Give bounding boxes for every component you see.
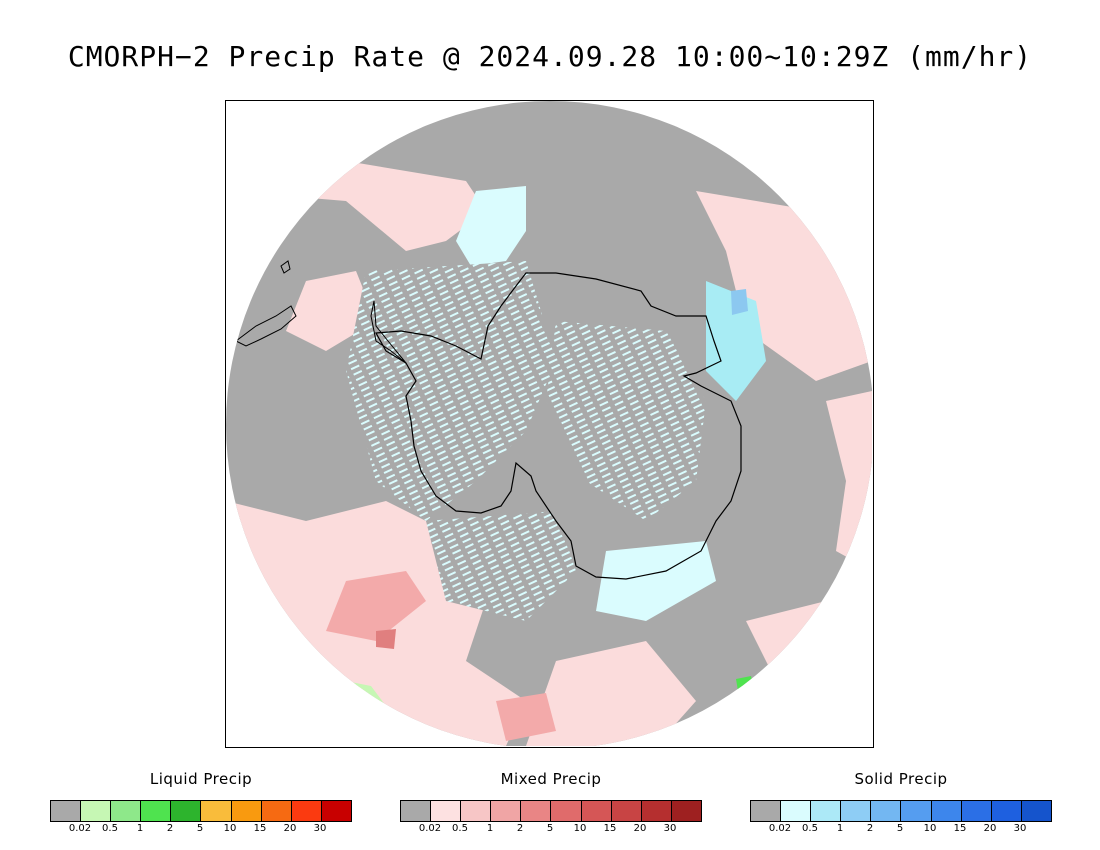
antarctica-coastline — [375, 272, 742, 580]
south-america-coastline — [235, 305, 297, 347]
legend-tick-label: 5 — [196, 823, 204, 834]
precip-map — [226, 101, 872, 746]
legend-solid: Solid Precip 0.02 0.5 1 2 5 10 15 20 30 — [750, 770, 1052, 837]
legend-swatch — [201, 801, 232, 821]
legend-swatch — [431, 801, 462, 821]
legend-swatch — [141, 801, 172, 821]
legend-swatch — [811, 801, 842, 821]
legend-swatch — [291, 801, 322, 821]
legend-tick-label: 20 — [633, 823, 647, 834]
legend-tick-label: 1 — [486, 823, 494, 834]
legend-swatch — [171, 801, 202, 821]
legend-swatch — [491, 801, 522, 821]
legend-swatch — [551, 801, 582, 821]
solid-precip-region — [706, 281, 766, 401]
legend-tick-label: 30 — [313, 823, 327, 834]
legend-tick-label: 2 — [866, 823, 874, 834]
legend-swatch — [961, 801, 992, 821]
legend-tick-label: 10 — [573, 823, 587, 834]
legend-swatch — [671, 801, 701, 821]
legend-tick-label: 0.5 — [452, 823, 468, 834]
legend-swatch — [641, 801, 672, 821]
map-panel — [225, 100, 874, 748]
legend-swatch — [901, 801, 932, 821]
legend-tick-label: 2 — [166, 823, 174, 834]
legend-tick-label: 10 — [223, 823, 237, 834]
legend-tick-label: 5 — [546, 823, 554, 834]
legend-tick-label: 10 — [923, 823, 937, 834]
legend-swatch — [461, 801, 492, 821]
legend-swatch — [581, 801, 612, 821]
legend-swatch — [751, 801, 782, 821]
legend-swatch — [611, 801, 642, 821]
solid-precip-region — [426, 511, 576, 621]
legend-swatch — [781, 801, 812, 821]
legend-color-bar — [750, 800, 1052, 822]
legend-tick-label: 0.5 — [102, 823, 118, 834]
legend-swatch — [51, 801, 82, 821]
legend-swatch — [231, 801, 262, 821]
legend-swatch — [521, 801, 552, 821]
legend-liquid: Liquid Precip 0.02 0.5 1 2 5 10 15 20 30 — [50, 770, 352, 837]
legend-title: Liquid Precip — [149, 770, 253, 788]
legend-swatch — [931, 801, 962, 821]
legend-tick-labels: 0.02 0.5 1 2 5 10 15 20 30 — [400, 823, 700, 837]
legend-swatch — [111, 801, 142, 821]
legend-tick-label: 1 — [836, 823, 844, 834]
legend-color-bar — [400, 800, 702, 822]
solid-precip-region — [596, 541, 716, 621]
mixed-precip-region — [326, 571, 426, 641]
legend-title: Solid Precip — [854, 770, 948, 788]
legend-tick-label: 1 — [136, 823, 144, 834]
legend-mixed: Mixed Precip 0.02 0.5 1 2 5 10 15 20 30 — [400, 770, 702, 837]
mixed-precip-region — [286, 271, 376, 351]
legend-tick-label: 20 — [283, 823, 297, 834]
legend-tick-label: 0.02 — [418, 823, 442, 834]
mixed-precip-region — [496, 693, 556, 741]
legend-tick-label: 15 — [253, 823, 267, 834]
legend-tick-label: 0.5 — [802, 823, 818, 834]
legend-swatch — [81, 801, 112, 821]
legend-swatch — [401, 801, 432, 821]
legend-swatch — [991, 801, 1022, 821]
mixed-precip-region — [526, 641, 696, 746]
solid-precip-region — [546, 321, 706, 521]
legend-tick-labels: 0.02 0.5 1 2 5 10 15 20 30 — [50, 823, 350, 837]
legend-tick-label: 0.02 — [768, 823, 792, 834]
legend-swatch — [871, 801, 902, 821]
legend-tick-label: 30 — [663, 823, 677, 834]
solid-precip-region — [731, 289, 748, 315]
legend-tick-labels: 0.02 0.5 1 2 5 10 15 20 30 — [750, 823, 1050, 837]
chart-title: CMORPH−2 Precip Rate @ 2024.09.28 10:00~… — [67, 40, 1033, 73]
legend-swatch — [261, 801, 292, 821]
legend-tick-label: 15 — [603, 823, 617, 834]
legend-title: Mixed Precip — [500, 770, 602, 788]
peninsula-coastline — [370, 300, 407, 364]
solid-precip-region — [456, 186, 526, 266]
legend-color-bar — [50, 800, 352, 822]
legend-swatch — [1021, 801, 1051, 821]
legend-tick-label: 2 — [516, 823, 524, 834]
legend-tick-label: 30 — [1013, 823, 1027, 834]
legend-tick-label: 5 — [896, 823, 904, 834]
legend-tick-label: 20 — [983, 823, 997, 834]
legend-swatch — [841, 801, 872, 821]
solid-precip-region — [346, 261, 556, 521]
island-outline — [280, 260, 291, 274]
legend-tick-label: 0.02 — [68, 823, 92, 834]
legend-swatch — [321, 801, 351, 821]
mixed-precip-region — [376, 629, 396, 649]
legend-tick-label: 15 — [953, 823, 967, 834]
